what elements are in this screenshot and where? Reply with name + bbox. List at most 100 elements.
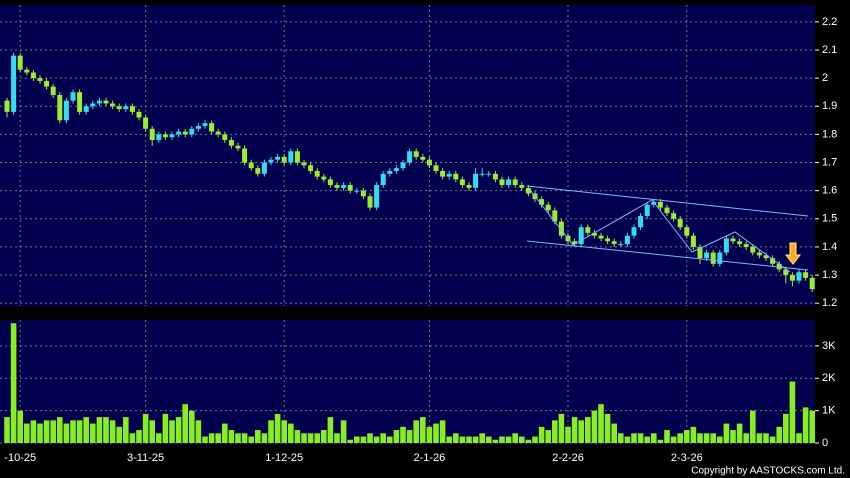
- candle-body: [519, 185, 525, 188]
- candle-body: [743, 244, 749, 247]
- volume-bar: [578, 420, 584, 443]
- x-tick-label: 2-1-26: [414, 452, 446, 464]
- candle-body: [572, 241, 578, 245]
- volume-bar: [446, 436, 452, 443]
- candle-body: [453, 173, 459, 180]
- x-tick-label: 2-3-26: [671, 452, 703, 464]
- candle-body: [644, 204, 650, 216]
- candle-body: [235, 145, 241, 149]
- candle-body: [631, 227, 637, 236]
- candle-body: [44, 80, 50, 87]
- candle-body: [737, 241, 743, 245]
- volume-bar: [624, 436, 631, 443]
- volume-bar: [433, 423, 439, 443]
- volume-bar: [420, 417, 426, 443]
- volume-bar: [604, 413, 611, 443]
- volume-bar: [83, 417, 89, 443]
- candle-body: [136, 111, 142, 118]
- candle-body: [413, 151, 419, 157]
- volume-bar: [486, 436, 492, 443]
- volume-bar: [439, 420, 446, 443]
- volume-bar: [406, 430, 413, 443]
- candle-body: [420, 156, 426, 160]
- y-tick-label: 1.9: [822, 100, 837, 112]
- candle-body: [605, 238, 611, 242]
- candle-body: [77, 92, 83, 112]
- volume-bar: [17, 410, 23, 443]
- candle-body: [684, 227, 690, 236]
- candle-body: [591, 232, 597, 236]
- channel-lower: [526, 240, 809, 271]
- candle-body: [116, 106, 122, 110]
- volume-bar: [268, 420, 274, 443]
- volume-bar: [321, 430, 327, 443]
- volume-bar: [189, 410, 195, 443]
- volume-bar: [492, 439, 499, 443]
- volume-bar: [703, 433, 710, 443]
- y-tick-label: 1.3: [822, 269, 837, 281]
- candle-body: [110, 103, 116, 107]
- volume-bar: [109, 420, 116, 443]
- candle-body: [426, 159, 432, 166]
- candle-body: [380, 173, 386, 186]
- volume-bar: [37, 423, 43, 443]
- volume-bar: [76, 420, 83, 443]
- candle-body: [222, 134, 228, 141]
- candle-body: [24, 69, 30, 73]
- candle-body: [11, 55, 17, 112]
- candle-body: [143, 117, 149, 129]
- volume-bar: [413, 420, 419, 443]
- y-tick-label: 2: [822, 72, 828, 84]
- volume-bar: [248, 436, 254, 443]
- volume-bar: [499, 436, 505, 443]
- volume-bar: [611, 423, 617, 443]
- volume-bar: [565, 426, 571, 443]
- y-tick-label: 0: [822, 437, 828, 449]
- candle-body: [275, 156, 281, 160]
- volume-bar: [591, 410, 598, 443]
- candle-body: [123, 106, 129, 110]
- volume-bar: [367, 433, 373, 443]
- volume-bar: [677, 433, 683, 443]
- volume-bar: [532, 436, 538, 443]
- volume-bar: [664, 430, 670, 443]
- candle-body: [657, 201, 663, 208]
- volume-bar: [380, 433, 386, 443]
- volume-bar: [802, 407, 809, 443]
- candle-body: [17, 55, 23, 70]
- candle-body: [149, 128, 155, 141]
- volume-bar: [571, 417, 578, 443]
- candle-body: [400, 162, 406, 169]
- volume-bar: [756, 433, 763, 443]
- volume-bar: [750, 410, 756, 443]
- trend-annotations: [526, 185, 809, 273]
- volume-bar: [644, 436, 650, 443]
- candle-body: [367, 196, 373, 208]
- candle-body: [789, 275, 795, 281]
- volume-bar: [360, 436, 367, 443]
- candle-body: [783, 269, 789, 276]
- candle-body: [393, 168, 399, 171]
- candle-body: [57, 95, 63, 121]
- candle-body: [473, 173, 479, 188]
- volume-bar: [175, 417, 182, 443]
- volume-bar: [618, 433, 624, 443]
- volume-bar: [182, 404, 188, 443]
- candle-body: [50, 86, 56, 96]
- volume-bar: [307, 433, 314, 443]
- volume-bar: [598, 404, 604, 443]
- x-tick-label: 1-12-25: [265, 452, 303, 464]
- volume-bar: [710, 433, 716, 443]
- volume-bar: [393, 430, 400, 443]
- y-tick-label: 1.4: [822, 241, 837, 253]
- volume-bar: [340, 420, 347, 443]
- candle-body: [558, 221, 564, 236]
- volume-bar: [472, 436, 479, 443]
- candle-body: [129, 106, 135, 112]
- candle-body: [215, 131, 221, 135]
- candle-body: [459, 179, 465, 186]
- candle-body: [664, 207, 670, 214]
- volume-bar: [631, 433, 637, 443]
- volume-bar: [10, 323, 17, 443]
